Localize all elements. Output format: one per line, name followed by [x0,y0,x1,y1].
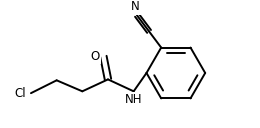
Text: N: N [131,1,140,13]
Text: NH: NH [125,93,142,106]
Text: Cl: Cl [15,87,26,100]
Text: O: O [90,50,100,63]
